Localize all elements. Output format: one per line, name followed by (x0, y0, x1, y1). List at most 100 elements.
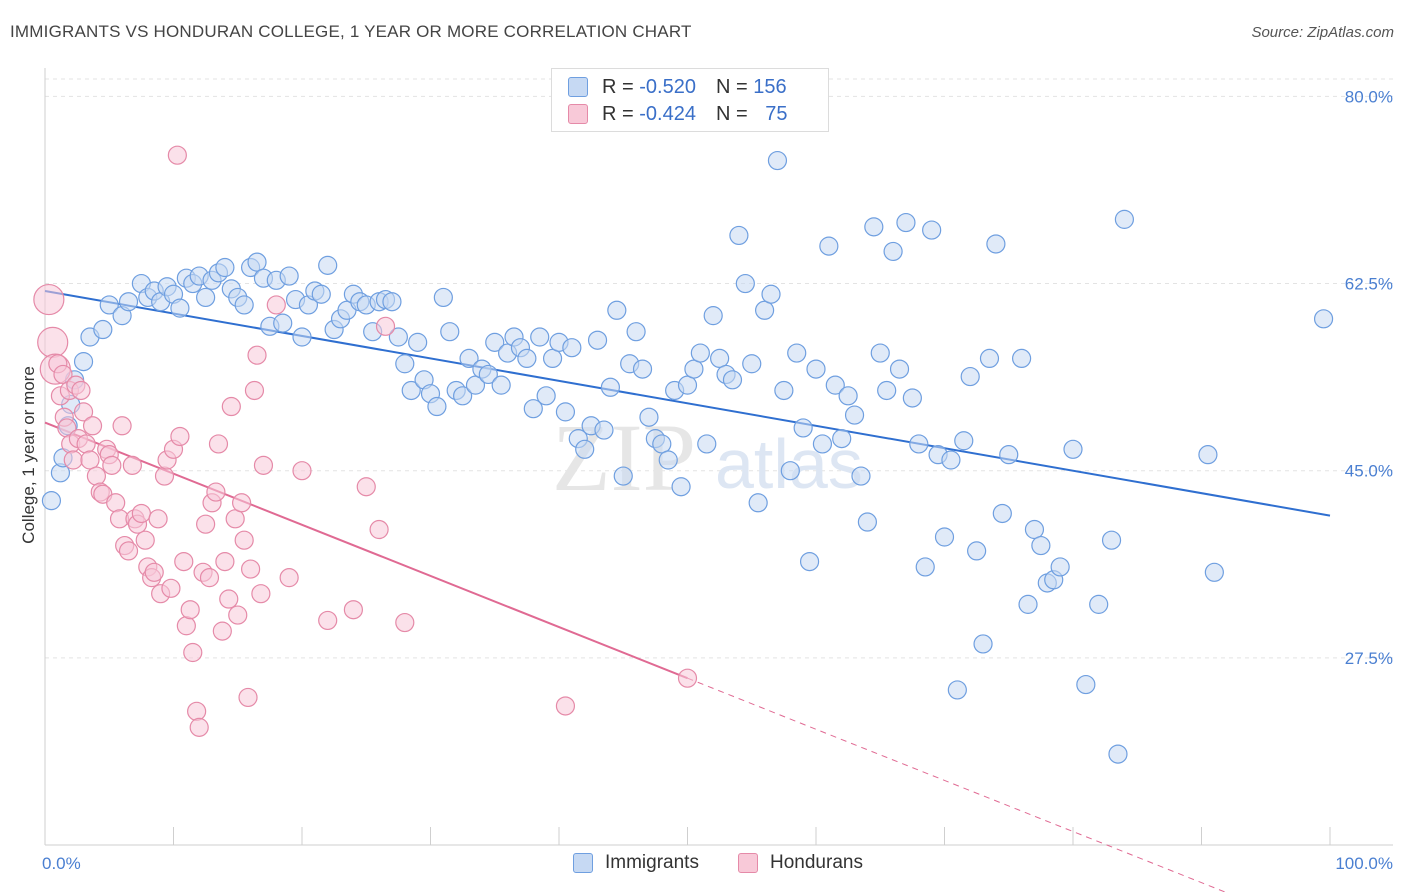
hondurans-point (71, 380, 91, 401)
immigrants-point (632, 359, 653, 379)
hondurans-point (180, 600, 200, 620)
immigrants-point (427, 396, 447, 417)
immigrants-point (934, 527, 955, 547)
stats-r-value: -0.424 (639, 102, 696, 125)
stats-n-label: N = (715, 75, 748, 98)
immigrants-point (735, 273, 755, 294)
immigrants-point (973, 634, 993, 654)
immigrants-point (722, 370, 743, 390)
immigrants-point (999, 445, 1019, 465)
hondurans-point (206, 482, 226, 502)
hondurans-point (148, 509, 168, 529)
hondurans-point (199, 568, 220, 588)
hondurans-point (196, 514, 216, 534)
x-tick-label-max: 100.0% (1335, 854, 1393, 873)
hondurans-point (112, 416, 132, 436)
immigrants-point (877, 380, 897, 401)
immigrants-point (1011, 348, 1032, 369)
legend-hondurans-swatch-icon (738, 853, 758, 873)
hondurans-point (170, 426, 190, 447)
immigrants-point (954, 431, 974, 451)
x-tick-label-min: 0.0% (42, 854, 81, 873)
legend-immigrants[interactable]: Immigrants (573, 852, 699, 874)
immigrants-point (832, 429, 852, 449)
immigrants-point (453, 386, 473, 406)
y-tick-label: 45.0% (1345, 462, 1393, 481)
immigrants-point (1198, 445, 1218, 465)
hondurans-point (232, 493, 252, 513)
hondurans-point (86, 466, 107, 486)
immigrants-point (671, 477, 691, 497)
hondurans-point (208, 434, 229, 454)
hondurans-point (174, 551, 194, 572)
immigrants-point (1101, 530, 1122, 550)
immigrants-point (575, 439, 595, 459)
immigrants-point (562, 338, 582, 358)
hondurans-point (131, 503, 151, 524)
immigrants-point (118, 292, 139, 312)
immigrants-point (215, 257, 235, 278)
hondurans-point (244, 380, 265, 401)
immigrants-point (748, 493, 768, 513)
hondurans-swatch-icon (568, 104, 588, 124)
immigrants-point (774, 380, 794, 401)
axes (44, 68, 1393, 846)
hondurans-point (215, 551, 235, 572)
stats-r-value: -0.520 (639, 75, 696, 98)
immigrants-trend-line (44, 290, 1331, 517)
hondurans-point (318, 610, 338, 631)
immigrants-point (594, 420, 614, 440)
immigrants-point (600, 377, 621, 397)
immigrants-point (941, 450, 961, 470)
immigrants-point (1063, 439, 1083, 459)
hondurans-point (251, 584, 271, 604)
immigrants-point (440, 322, 460, 342)
immigrants-point (93, 319, 113, 340)
immigrants-point (825, 375, 845, 395)
immigrants-point (1076, 674, 1096, 695)
hondurans-point (375, 316, 396, 336)
data-points (33, 145, 1334, 764)
immigrants-point (1031, 535, 1051, 556)
immigrants-point (613, 466, 633, 486)
immigrants-point (485, 332, 505, 352)
immigrants-point (729, 225, 749, 246)
immigrants-point (273, 313, 293, 333)
hondurans-point (241, 559, 261, 579)
y-tick-label: 80.0% (1345, 87, 1393, 106)
immigrants-point (1018, 594, 1038, 614)
immigrants-point (388, 327, 408, 347)
immigrants-point (382, 292, 402, 312)
immigrants-point (780, 461, 800, 481)
hondurans-point (176, 616, 196, 636)
hondurans-point (189, 717, 209, 737)
y-tick-label: 27.5% (1345, 649, 1393, 668)
immigrants-point (915, 557, 935, 577)
immigrants-point (799, 551, 820, 572)
immigrants-point (806, 359, 826, 379)
immigrants-point (902, 388, 922, 408)
immigrants-point (196, 287, 216, 308)
hondurans-point (356, 477, 376, 497)
immigrants-point (523, 399, 543, 419)
immigrants-point (986, 234, 1006, 254)
stats-n-label: N = (715, 102, 748, 125)
immigrants-swatch-icon (568, 77, 588, 97)
hondurans-point (80, 450, 100, 470)
immigrants-point (73, 352, 94, 372)
immigrants-point (607, 300, 627, 320)
hondurans-point (292, 461, 312, 481)
hondurans-point (247, 345, 267, 365)
immigrants-point (99, 295, 119, 315)
hondurans-point (122, 455, 142, 475)
stats-row-immigrants: R = -0.520 N = 156 (568, 75, 787, 99)
chart-title: IMMIGRANTS VS HONDURAN COLLEGE, 1 YEAR O… (10, 22, 692, 41)
hondurans-point (219, 589, 239, 609)
immigrants-point (401, 380, 421, 401)
immigrants-point (742, 354, 762, 374)
immigrants-point (889, 359, 910, 379)
immigrants-point (542, 348, 563, 369)
immigrants-point (658, 450, 678, 470)
immigrants-point (395, 354, 415, 374)
legend-hondurans[interactable]: Hondurans (738, 852, 863, 874)
